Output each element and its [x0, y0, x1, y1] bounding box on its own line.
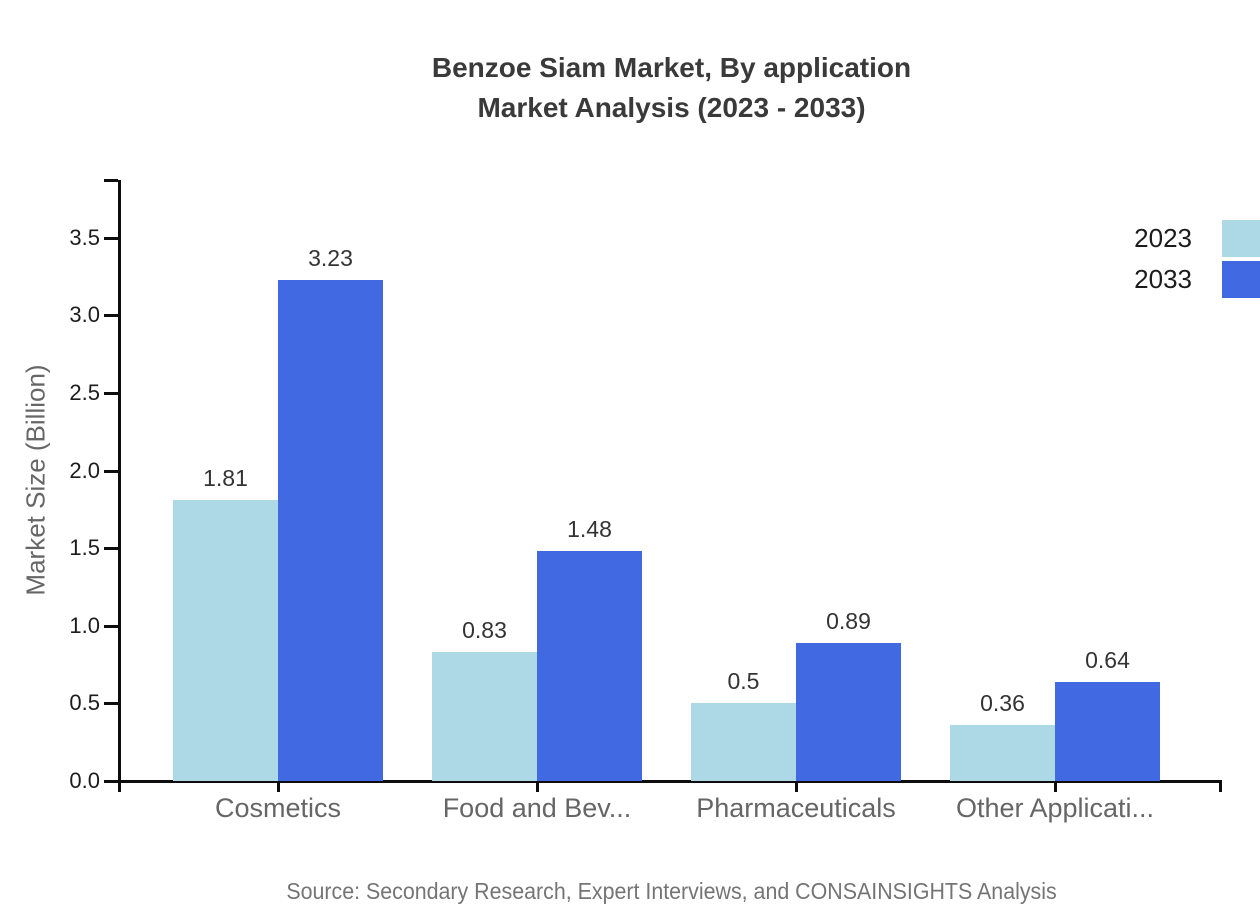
chart-title: Benzoe Siam Market, By application Marke… [121, 48, 1222, 128]
y-axis-end-tick [104, 179, 118, 182]
legend-swatch-2033 [1222, 261, 1260, 298]
x-tick [277, 781, 280, 792]
y-tick [104, 780, 118, 783]
y-tick [104, 392, 118, 395]
y-tick-label: 0.5 [69, 690, 100, 716]
legend-item-2023: 2023 [1134, 220, 1260, 257]
x-tick [795, 781, 798, 792]
x-axis-end-tick [1219, 781, 1222, 792]
bar-value-label: 0.89 [826, 608, 871, 634]
bar-2023-2 [691, 703, 796, 781]
bar-2033-0 [278, 280, 383, 781]
bar-value-label: 0.64 [1085, 647, 1130, 673]
bar-value-label: 3.23 [308, 245, 353, 271]
bar-2033-3 [1055, 682, 1160, 781]
chart-title-line2: Market Analysis (2023 - 2033) [477, 92, 866, 123]
y-tick-label: 1.0 [69, 612, 100, 638]
y-tick-label: 3.5 [69, 224, 100, 250]
bar-2033-2 [796, 643, 901, 781]
y-tick [104, 314, 118, 318]
y-tick-label: 0.0 [69, 768, 100, 793]
x-category-label: Pharmaceuticals [696, 793, 896, 823]
x-tick [536, 781, 539, 792]
y-tick [104, 469, 118, 473]
y-tick-label: 3.0 [69, 302, 100, 328]
source-text: Source: Secondary Research, Expert Inter… [286, 878, 1057, 904]
x-category-label: Food and Bev... [442, 793, 632, 823]
chart-title-line1: Benzoe Siam Market, By application [431, 52, 912, 83]
x-tick [1054, 781, 1057, 792]
legend-swatch-2023 [1222, 220, 1260, 257]
y-tick [104, 624, 118, 628]
y-tick-label: 1.5 [69, 535, 100, 561]
bar-2023-3 [950, 725, 1055, 781]
x-category-label: Other Applicati... [955, 793, 1155, 823]
bar-2023-0 [173, 500, 278, 781]
legend: 2023 2033 [1134, 220, 1260, 298]
bar-value-label: 0.83 [462, 617, 507, 643]
y-tick [104, 547, 118, 551]
bar-value-label: 1.48 [567, 516, 612, 542]
bar-2033-1 [537, 551, 642, 781]
y-tick [104, 236, 118, 240]
x-axis-line [118, 780, 1222, 783]
legend-label-2033: 2033 [1134, 264, 1192, 294]
bar-value-label: 1.81 [203, 465, 248, 491]
bar-value-label: 0.36 [980, 690, 1025, 716]
x-category-label: Cosmetics [214, 793, 342, 823]
legend-label-2023: 2023 [1134, 223, 1192, 253]
bar-2023-1 [432, 652, 537, 781]
legend-item-2033: 2033 [1134, 261, 1260, 298]
y-tick-label: 2.0 [69, 457, 100, 483]
y-axis-line [118, 180, 121, 792]
bar-value-label: 0.5 [727, 668, 760, 694]
y-tick [104, 702, 118, 706]
y-tick-label: 2.5 [69, 380, 100, 405]
